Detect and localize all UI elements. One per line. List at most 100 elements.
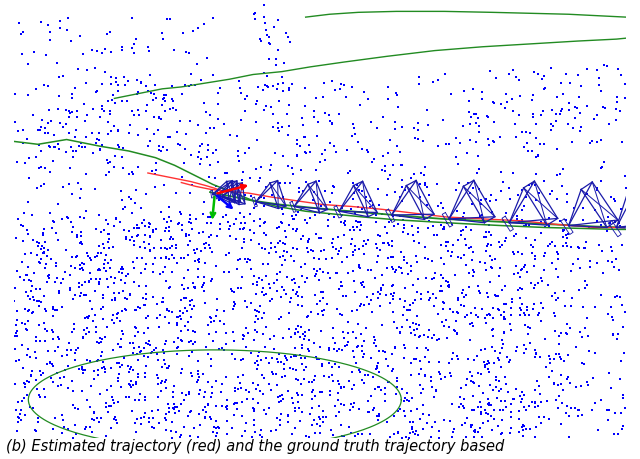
Point (253, 400, 263, 407)
Point (290, 405, 300, 412)
Point (127, 14, 138, 21)
Point (82, 66, 92, 73)
Point (132, 357, 143, 364)
Point (534, 309, 544, 316)
Point (520, 321, 531, 329)
Point (456, 255, 467, 262)
Point (193, 410, 204, 417)
Point (449, 425, 460, 433)
Point (271, 370, 281, 378)
Point (157, 30, 167, 37)
Point (598, 103, 608, 110)
Point (524, 403, 534, 410)
Point (513, 287, 523, 294)
Point (129, 49, 139, 56)
Point (134, 343, 144, 350)
Point (444, 215, 454, 223)
Point (267, 355, 277, 362)
Point (454, 139, 465, 146)
Point (497, 336, 507, 344)
Point (298, 366, 308, 374)
Point (291, 136, 301, 143)
Point (150, 184, 160, 191)
Point (323, 269, 333, 276)
Point (581, 238, 591, 246)
Point (484, 381, 495, 388)
Point (295, 142, 305, 150)
Point (467, 201, 477, 208)
Point (93, 371, 104, 378)
Point (150, 81, 161, 89)
Point (102, 259, 113, 267)
Point (261, 102, 271, 109)
Point (259, 374, 269, 381)
Point (388, 430, 399, 437)
Point (183, 284, 193, 291)
Point (73, 179, 83, 187)
Point (210, 174, 220, 182)
Point (300, 102, 310, 110)
Point (291, 375, 301, 383)
Point (385, 218, 395, 226)
Point (324, 387, 335, 395)
Point (554, 332, 564, 340)
Point (98, 315, 108, 322)
Point (351, 359, 362, 367)
Point (24, 379, 34, 386)
Point (588, 375, 598, 382)
Point (620, 404, 630, 412)
Point (394, 264, 404, 271)
Point (491, 376, 501, 384)
Point (232, 148, 243, 155)
Point (310, 392, 320, 400)
Point (397, 184, 408, 191)
Point (519, 309, 529, 317)
Point (212, 295, 222, 302)
Point (355, 245, 365, 252)
Point (36, 245, 47, 252)
Point (348, 400, 358, 407)
Point (308, 254, 319, 262)
Point (105, 29, 115, 36)
Point (372, 359, 383, 366)
Point (214, 196, 224, 204)
Point (81, 423, 91, 430)
Point (368, 291, 378, 298)
Point (491, 384, 501, 391)
Point (54, 73, 65, 81)
Point (369, 333, 379, 340)
Point (170, 403, 180, 411)
Point (254, 274, 264, 282)
Point (220, 169, 230, 176)
Point (238, 168, 248, 175)
Point (184, 353, 194, 360)
Point (494, 356, 504, 363)
Point (392, 378, 402, 385)
Point (501, 90, 511, 97)
Point (361, 194, 371, 201)
Point (55, 120, 65, 127)
Point (465, 120, 475, 128)
Point (375, 246, 385, 254)
Point (316, 235, 326, 242)
Point (419, 214, 429, 221)
Point (170, 409, 180, 417)
Point (570, 104, 580, 111)
Point (54, 287, 65, 294)
Point (529, 262, 539, 269)
Point (501, 403, 511, 411)
Point (387, 368, 397, 375)
Point (17, 50, 28, 57)
Point (106, 158, 116, 165)
Point (67, 328, 77, 336)
Point (350, 210, 360, 217)
Point (77, 241, 88, 248)
Point (267, 191, 277, 199)
Point (328, 432, 338, 439)
Point (445, 306, 455, 313)
Point (173, 344, 183, 351)
Point (278, 88, 288, 95)
Point (266, 284, 276, 291)
Point (173, 408, 184, 415)
Point (81, 292, 91, 299)
